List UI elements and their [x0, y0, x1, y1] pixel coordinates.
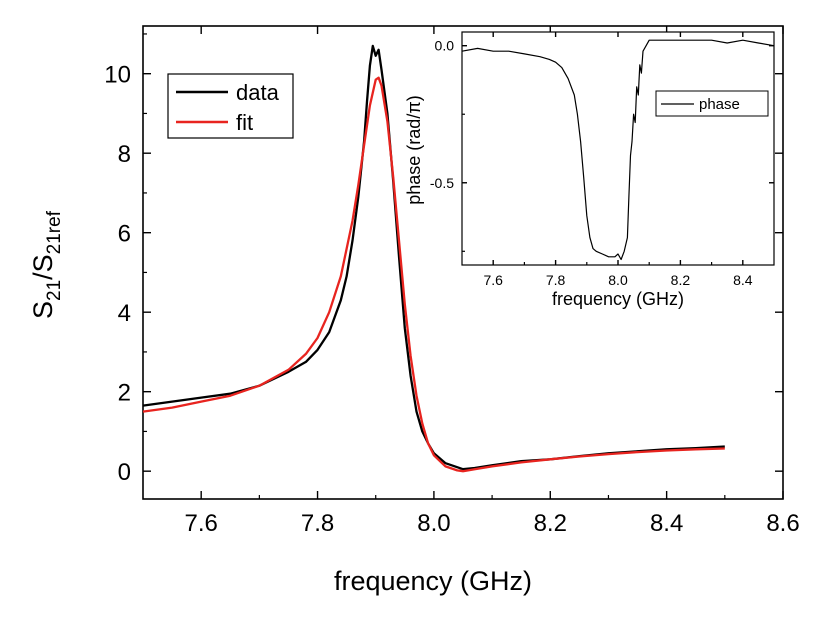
main-y-tick-label: 10 [104, 62, 131, 89]
main-y-axis-label-s: S [28, 301, 58, 319]
main-y-ticks: 0 2 4 6 8 10 [104, 33, 783, 486]
main-legend-fit-label: fit [236, 110, 253, 135]
main-x-axis-label: frequency (GHz) [334, 566, 532, 596]
main-x-tick-label: 8.6 [766, 510, 799, 537]
inset-series-layer [461, 39, 775, 261]
inset-x-axis-label: frequency (GHz) [552, 289, 684, 309]
main-x-tick-label: 7.8 [301, 510, 334, 537]
main-x-tick-label: 7.6 [184, 510, 217, 537]
inset-plot: 7.6 7.8 8.0 8.2 8.4 0.0-0.5 frequency (GHz) … [404, 31, 775, 309]
main-legend-data-label: data [236, 80, 280, 105]
main-series-layer [142, 44, 725, 473]
inset-x-ticks: 7.6 7.8 8.0 8.2 8.4 [483, 32, 753, 288]
inset-x-tick-label: 7.8 [546, 272, 566, 288]
inset-y-ticks: 0.0 -0.5 [430, 38, 774, 252]
main-y-tick-label: 4 [118, 300, 131, 327]
main-x-ticks: 7.6 7.8 8.0 8.2 8.4 8.6 [184, 26, 800, 537]
main-legend-box [167, 73, 294, 139]
inset-y-axis-label: phase (rad/π) [404, 95, 424, 204]
main-y-tick-label: 2 [118, 380, 131, 407]
main-y-tick-label: 6 [118, 221, 131, 248]
main-x-tick-label: 8.4 [650, 510, 683, 537]
inset-series-phase-line [461, 39, 775, 261]
inset-legend: phase [655, 90, 769, 117]
main-x-tick-label: 8.0 [417, 510, 450, 537]
inset-y-tick-label: -0.5 [430, 175, 454, 191]
main-y-axis-label-sub1: 21 [44, 280, 65, 301]
main-plot: 7.6 7.8 8.0 8.2 8.4 8.6 0 2 4 6 8 10 frequency (GH… [28, 25, 800, 596]
inset-x-tick-label: 8.0 [608, 272, 628, 288]
inset-plot-background [462, 32, 774, 265]
inset-x-tick-label: 7.6 [483, 272, 503, 288]
main-y-axis-label-slash: /S [28, 254, 58, 280]
inset-y-tick-label: 0.0 [435, 38, 455, 54]
main-y-tick-label: 0 [118, 459, 131, 486]
main-y-axis-label: S21/S21ref [28, 210, 65, 319]
inset-legend-phase-label: phase [699, 96, 740, 113]
main-y-axis-label-sub2: 21ref [44, 210, 65, 254]
inset-x-tick-label: 8.2 [671, 272, 691, 288]
main-plot-frame [142, 25, 784, 500]
main-y-tick-label: 8 [118, 141, 131, 168]
inset-x-tick-label: 8.4 [733, 272, 753, 288]
main-series-fit-line [142, 76, 725, 473]
main-legend: data fit [167, 73, 294, 139]
main-x-tick-label: 8.2 [534, 510, 567, 537]
